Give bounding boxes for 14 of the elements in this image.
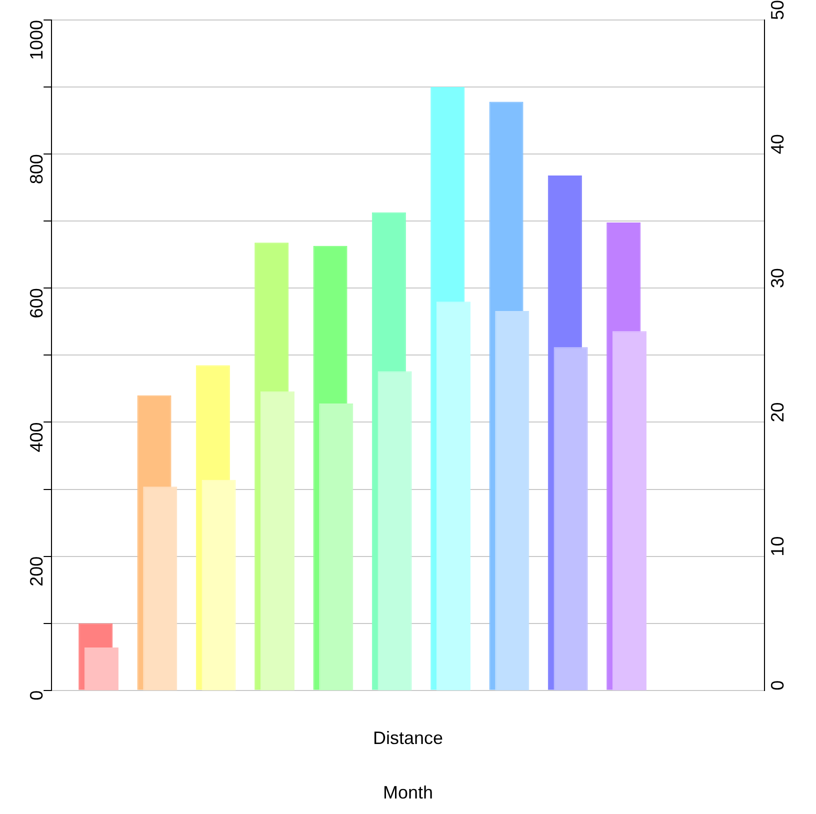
y2-tick-label: 30 bbox=[767, 268, 788, 288]
y2-tick-label: 40 bbox=[767, 134, 788, 154]
y2-tick-label: 50 bbox=[767, 0, 788, 20]
y-tick-label: 200 bbox=[26, 556, 47, 586]
y-tick-label: 1000 bbox=[26, 20, 47, 60]
text: Month bbox=[382, 782, 434, 802]
x-axis-title: Distance bbox=[372, 728, 444, 748]
y2-tick-label: 0 bbox=[767, 680, 788, 690]
y-tick-label: 600 bbox=[26, 288, 47, 318]
y-tick-label: 0 bbox=[26, 690, 47, 700]
y-tick-label: 400 bbox=[26, 422, 47, 452]
y2-tick-label: 20 bbox=[767, 402, 788, 422]
y2-tick-label: 10 bbox=[767, 536, 788, 556]
y-tick-label: 800 bbox=[26, 154, 47, 184]
